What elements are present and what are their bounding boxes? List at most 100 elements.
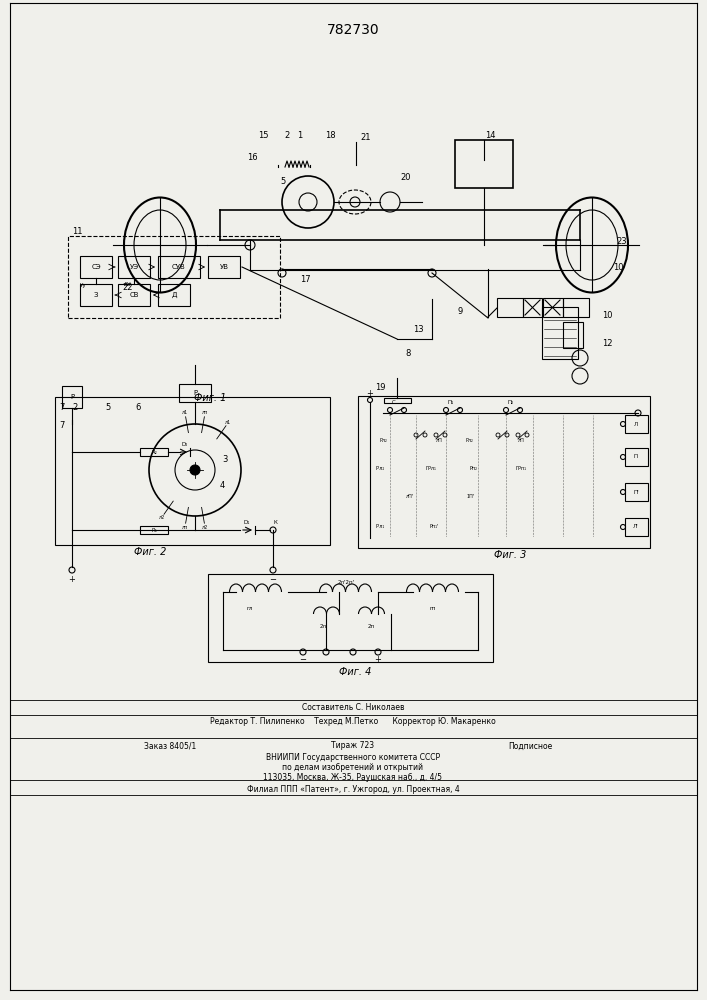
Text: Фиг. 4: Фиг. 4 xyxy=(339,667,371,677)
Text: 2п: 2п xyxy=(368,624,375,629)
Text: 20: 20 xyxy=(401,174,411,182)
Text: Фиг. 3: Фиг. 3 xyxy=(493,550,526,560)
Text: лп: лп xyxy=(202,410,209,415)
Text: ВНИИПИ Государственного комитета СССР: ВНИИПИ Государственного комитета СССР xyxy=(266,752,440,762)
Text: гл: гл xyxy=(247,605,253,610)
Text: 782730: 782730 xyxy=(327,23,380,37)
Text: л1: л1 xyxy=(182,410,188,415)
Bar xyxy=(55,397,330,545)
Bar xyxy=(358,396,650,548)
Text: П': П' xyxy=(633,489,639,494)
Text: +: + xyxy=(375,656,382,664)
Bar xyxy=(455,140,513,188)
Text: 10: 10 xyxy=(602,310,612,320)
Text: 18: 18 xyxy=(325,130,335,139)
Bar xyxy=(625,415,648,433)
Text: Рп₁': Рп₁' xyxy=(430,524,439,528)
Text: Р'л₂: Р'л₂ xyxy=(376,466,385,471)
Text: З: З xyxy=(94,292,98,298)
Text: +: + xyxy=(69,576,76,584)
Text: лп: лп xyxy=(182,525,188,530)
Text: УВ: УВ xyxy=(219,264,228,270)
Text: Филиал ППП «Патент», г. Ужгород, ул. Проектная, 4: Филиал ППП «Патент», г. Ужгород, ул. Про… xyxy=(247,786,460,794)
Text: Фиг. 1: Фиг. 1 xyxy=(194,393,226,403)
Text: П: П xyxy=(634,454,638,460)
Text: Составитель С. Николаев: Составитель С. Николаев xyxy=(302,702,404,712)
Text: 23: 23 xyxy=(617,237,627,246)
Bar xyxy=(158,256,200,278)
Text: Л: Л xyxy=(634,422,638,426)
Text: D₂: D₂ xyxy=(182,442,188,446)
Text: 12: 12 xyxy=(602,338,612,348)
Text: Подписное: Подписное xyxy=(508,742,552,750)
Text: лП': лП' xyxy=(406,493,414,498)
Text: ГРл₁: ГРл₁ xyxy=(426,466,437,471)
Bar xyxy=(208,574,493,662)
Text: 2: 2 xyxy=(72,402,78,412)
Bar xyxy=(625,518,648,536)
Text: Тираж 723: Тираж 723 xyxy=(332,742,375,750)
Text: 10: 10 xyxy=(613,263,624,272)
Bar xyxy=(208,256,240,278)
Text: по делам изобретений и открытий: по делам изобретений и открытий xyxy=(283,762,423,772)
Text: Рл₂: Рл₂ xyxy=(380,438,388,442)
Text: УЭ: УЭ xyxy=(129,264,139,270)
Bar xyxy=(68,236,280,318)
Text: 15: 15 xyxy=(258,130,268,139)
Text: 8: 8 xyxy=(405,349,411,358)
Text: 5: 5 xyxy=(105,402,110,412)
Text: 11: 11 xyxy=(72,228,83,236)
Text: ГРп₁: ГРп₁ xyxy=(516,466,527,471)
Bar xyxy=(563,298,589,317)
Bar xyxy=(179,384,211,402)
Text: Рл₂: Рл₂ xyxy=(466,438,474,442)
Text: 2: 2 xyxy=(284,130,290,139)
Text: 9: 9 xyxy=(457,308,462,316)
Circle shape xyxy=(190,465,200,475)
Text: −: − xyxy=(300,656,307,664)
Text: П₁: П₁ xyxy=(448,399,454,404)
Text: 16: 16 xyxy=(247,152,257,161)
Text: Заказ 8405/1: Заказ 8405/1 xyxy=(144,742,196,750)
Text: Р: Р xyxy=(70,394,74,400)
Text: 1П': 1П' xyxy=(466,493,474,498)
Text: гп: гп xyxy=(430,605,436,610)
Bar xyxy=(80,256,112,278)
Text: 1: 1 xyxy=(298,130,303,139)
Text: л1: л1 xyxy=(225,420,231,425)
Text: R₁: R₁ xyxy=(151,528,157,532)
Text: Л': Л' xyxy=(633,524,639,530)
Bar xyxy=(118,256,150,278)
Text: 2л: 2л xyxy=(320,624,327,629)
Text: СЭ: СЭ xyxy=(91,264,101,270)
Bar xyxy=(62,386,82,408)
Text: 7: 7 xyxy=(59,402,64,412)
Text: 2л'2п': 2л'2п' xyxy=(337,580,355,584)
Text: С: С xyxy=(392,399,396,404)
Text: 6: 6 xyxy=(135,402,141,412)
Text: Р: Р xyxy=(193,390,197,396)
Text: Д: Д xyxy=(171,292,177,298)
Text: л2: л2 xyxy=(202,525,208,530)
Bar xyxy=(543,298,563,317)
Text: СВ: СВ xyxy=(129,292,139,298)
Text: Фиг. 2: Фиг. 2 xyxy=(134,547,166,557)
Text: Рп₂: Рп₂ xyxy=(470,466,478,471)
Bar xyxy=(625,448,648,466)
Text: Уy: Уy xyxy=(80,282,86,288)
Bar xyxy=(563,322,583,348)
Text: D₁: D₁ xyxy=(244,520,250,526)
Bar xyxy=(140,448,168,456)
Text: лП: лП xyxy=(518,438,525,442)
Text: R₂: R₂ xyxy=(151,450,157,454)
Bar xyxy=(140,526,168,534)
Bar xyxy=(523,298,542,317)
Text: 21: 21 xyxy=(360,133,370,142)
Bar xyxy=(542,307,578,359)
Text: Р'л₁: Р'л₁ xyxy=(376,524,385,528)
Text: 22: 22 xyxy=(123,284,133,292)
Text: К: К xyxy=(273,520,277,526)
Bar xyxy=(384,398,411,403)
Bar xyxy=(158,284,190,306)
Text: ΔU: ΔU xyxy=(124,282,132,288)
